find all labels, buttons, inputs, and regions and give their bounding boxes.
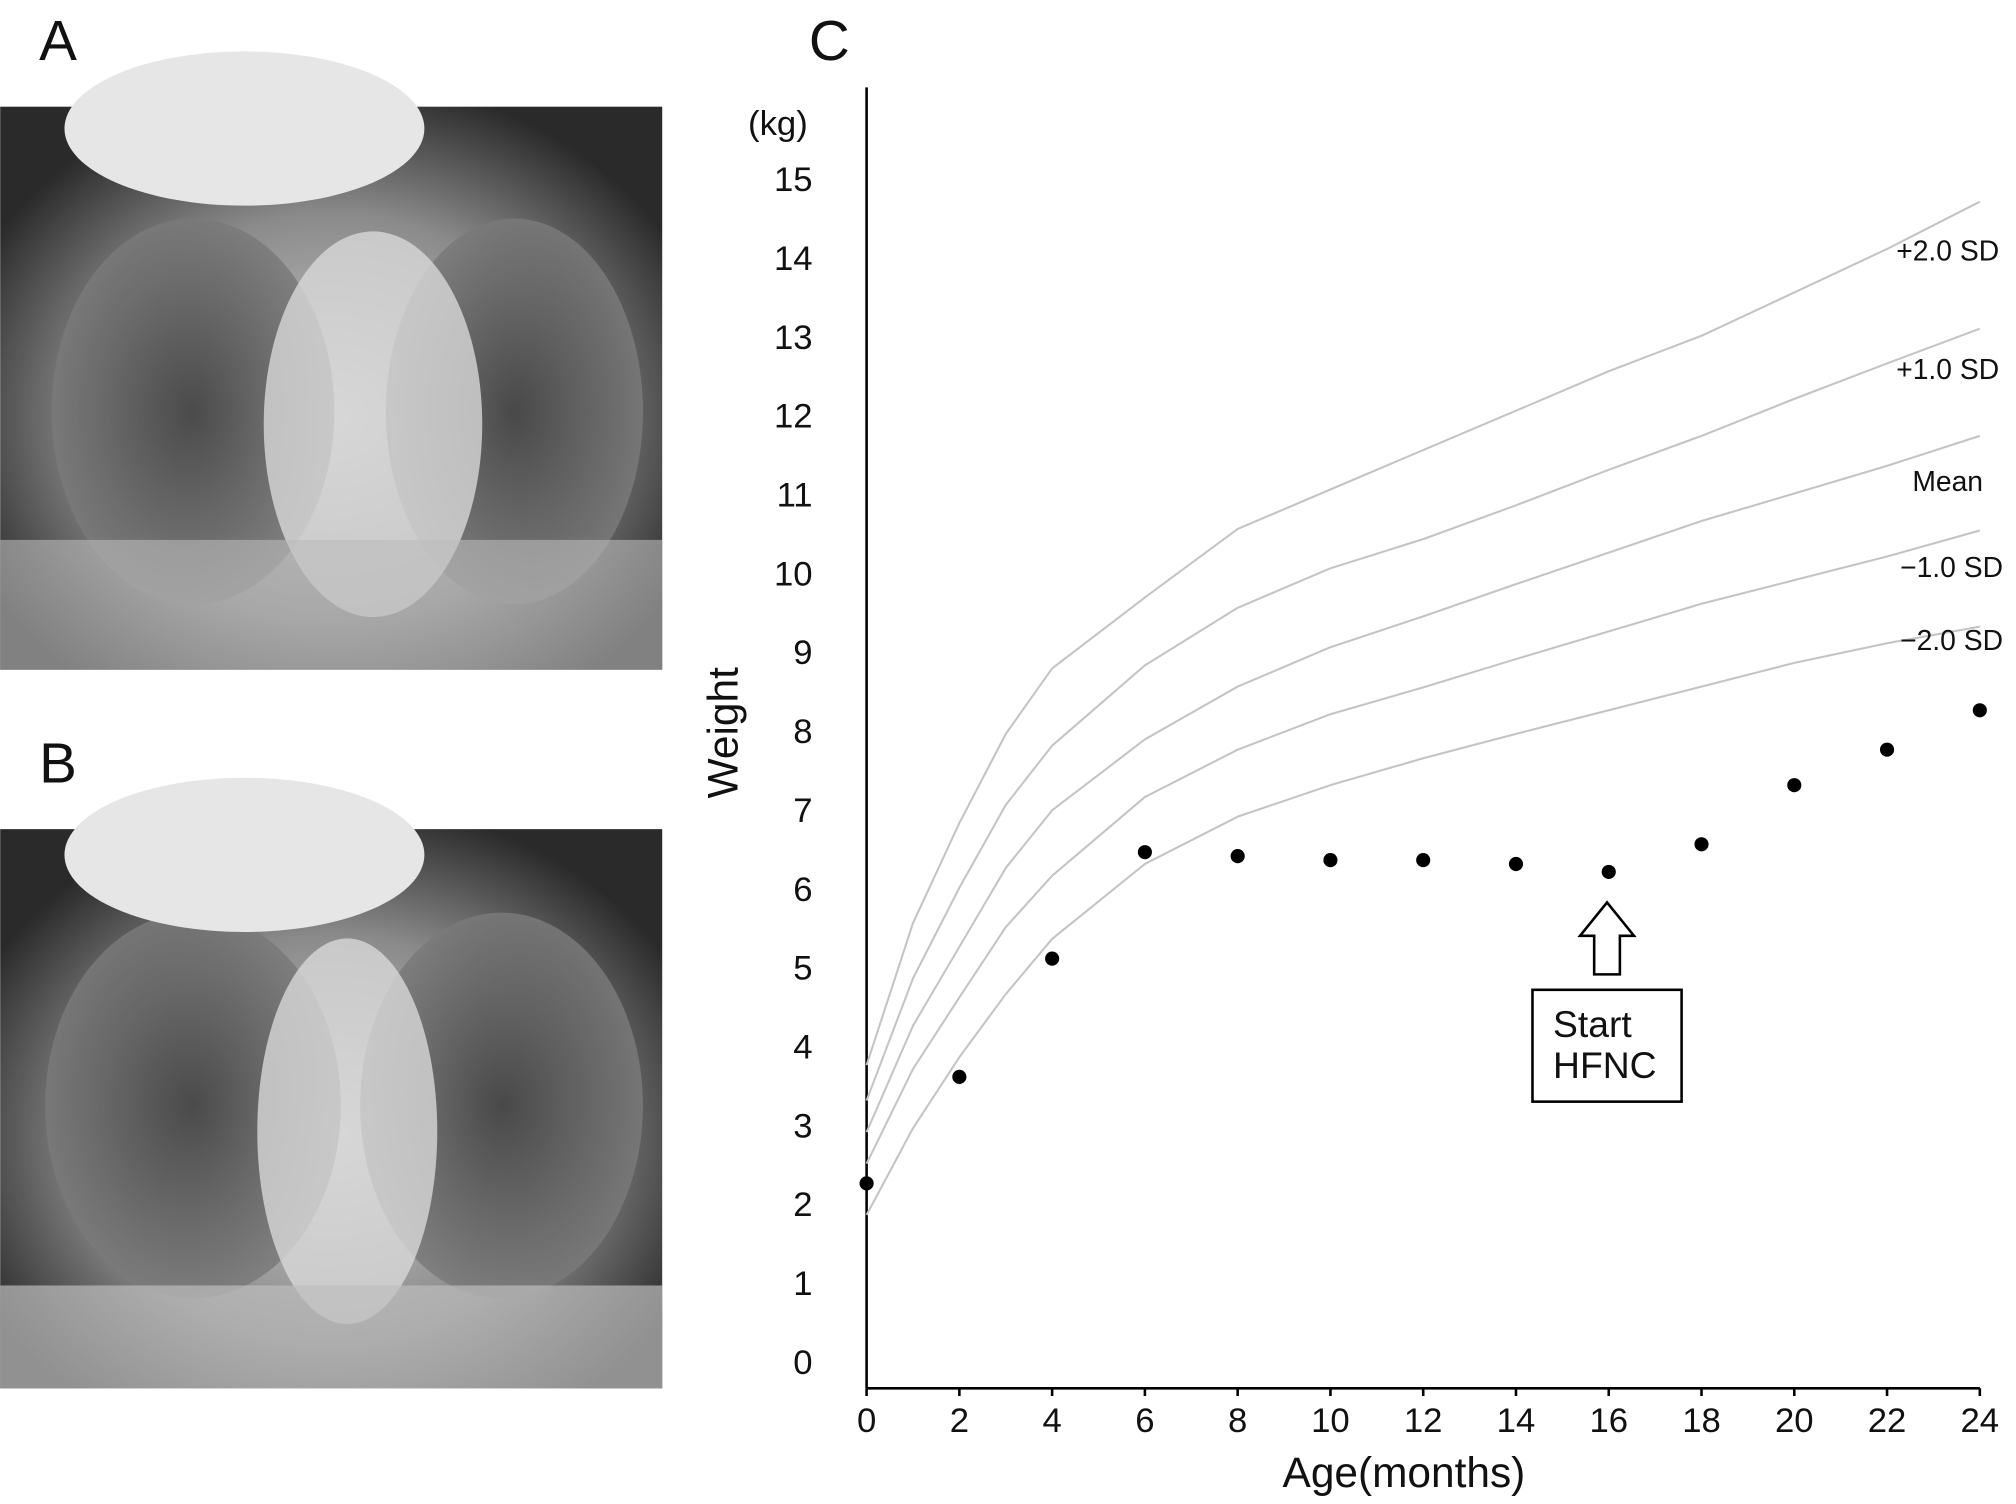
x-axis-title: Age(months) <box>1283 1449 1526 1496</box>
x-tick-label: 18 <box>1682 1402 1721 1440</box>
annotation-text: Start <box>1553 1003 1632 1045</box>
x-tick-label: 4 <box>1042 1402 1061 1440</box>
y-tick-label: 7 <box>793 792 812 830</box>
x-tick-label: 14 <box>1497 1402 1536 1440</box>
y-tick-label: 14 <box>774 240 813 278</box>
y-unit: (kg) <box>748 105 808 143</box>
x-tick-label: 2 <box>950 1402 969 1440</box>
growth-curve <box>865 434 1981 1133</box>
series-label: +2.0 SD <box>1896 235 1999 267</box>
data-point <box>859 1176 874 1191</box>
data-point <box>1694 837 1709 852</box>
x-tick-label: 6 <box>1135 1402 1154 1440</box>
data-point <box>1045 951 1060 966</box>
x-tick-label: 16 <box>1589 1402 1628 1440</box>
y-tick-label: 11 <box>777 477 813 515</box>
series-label: −2.0 SD <box>1900 624 2003 656</box>
y-tick-label: 6 <box>793 871 812 909</box>
series-label: −1.0 SD <box>1900 551 2003 583</box>
data-point <box>1601 864 1616 879</box>
data-point <box>1323 852 1338 868</box>
data-point <box>1230 849 1245 864</box>
x-tick-label: 0 <box>857 1402 876 1440</box>
x-tick-label: 22 <box>1868 1402 1907 1440</box>
y-tick-label: 8 <box>793 713 812 751</box>
y-tick-label: 0 <box>793 1344 812 1382</box>
data-point <box>1972 703 1987 718</box>
y-tick-label: 13 <box>774 319 813 357</box>
xray-a <box>0 51 663 670</box>
annotation: Start HFNC <box>1531 900 1683 1103</box>
y-tick-label: 15 <box>774 161 813 199</box>
x-tick-label: 20 <box>1775 1402 1814 1440</box>
y-tick-label: 12 <box>774 398 813 436</box>
y-tick-label: 5 <box>793 950 812 988</box>
series-label: +1.0 SD <box>1896 353 1999 385</box>
x-tick-label: 10 <box>1311 1402 1350 1440</box>
growth-curve <box>865 529 1981 1165</box>
series-label: Mean <box>1912 465 1983 497</box>
growth-curve <box>865 625 1980 1216</box>
data-point <box>1879 742 1895 757</box>
growth-curve <box>865 200 1981 1066</box>
panel-label: A <box>39 9 77 72</box>
x-tick-label: 12 <box>1404 1402 1443 1440</box>
growth-curve <box>865 327 1981 1101</box>
y-tick-label: 10 <box>774 555 813 593</box>
x-tick-label: 8 <box>1228 1402 1247 1440</box>
x-tick-label: 24 <box>1961 1402 2000 1440</box>
data-point <box>1508 856 1524 872</box>
y-axis-title: Weight <box>700 667 747 798</box>
y-tick-label: 2 <box>793 1186 812 1224</box>
data-point <box>1787 778 1802 793</box>
panel-label: B <box>39 731 77 794</box>
y-tick-label: 4 <box>793 1028 812 1066</box>
annotation-text: HFNC <box>1553 1044 1657 1086</box>
y-tick-label: 1 <box>793 1265 812 1303</box>
data-point <box>1416 852 1431 868</box>
panel-label: C <box>809 9 850 72</box>
data-point <box>952 1069 967 1084</box>
xray-b <box>0 777 663 1389</box>
data-point <box>1137 845 1152 860</box>
y-tick-label: 3 <box>793 1107 812 1145</box>
y-tick-label: 9 <box>793 634 812 672</box>
